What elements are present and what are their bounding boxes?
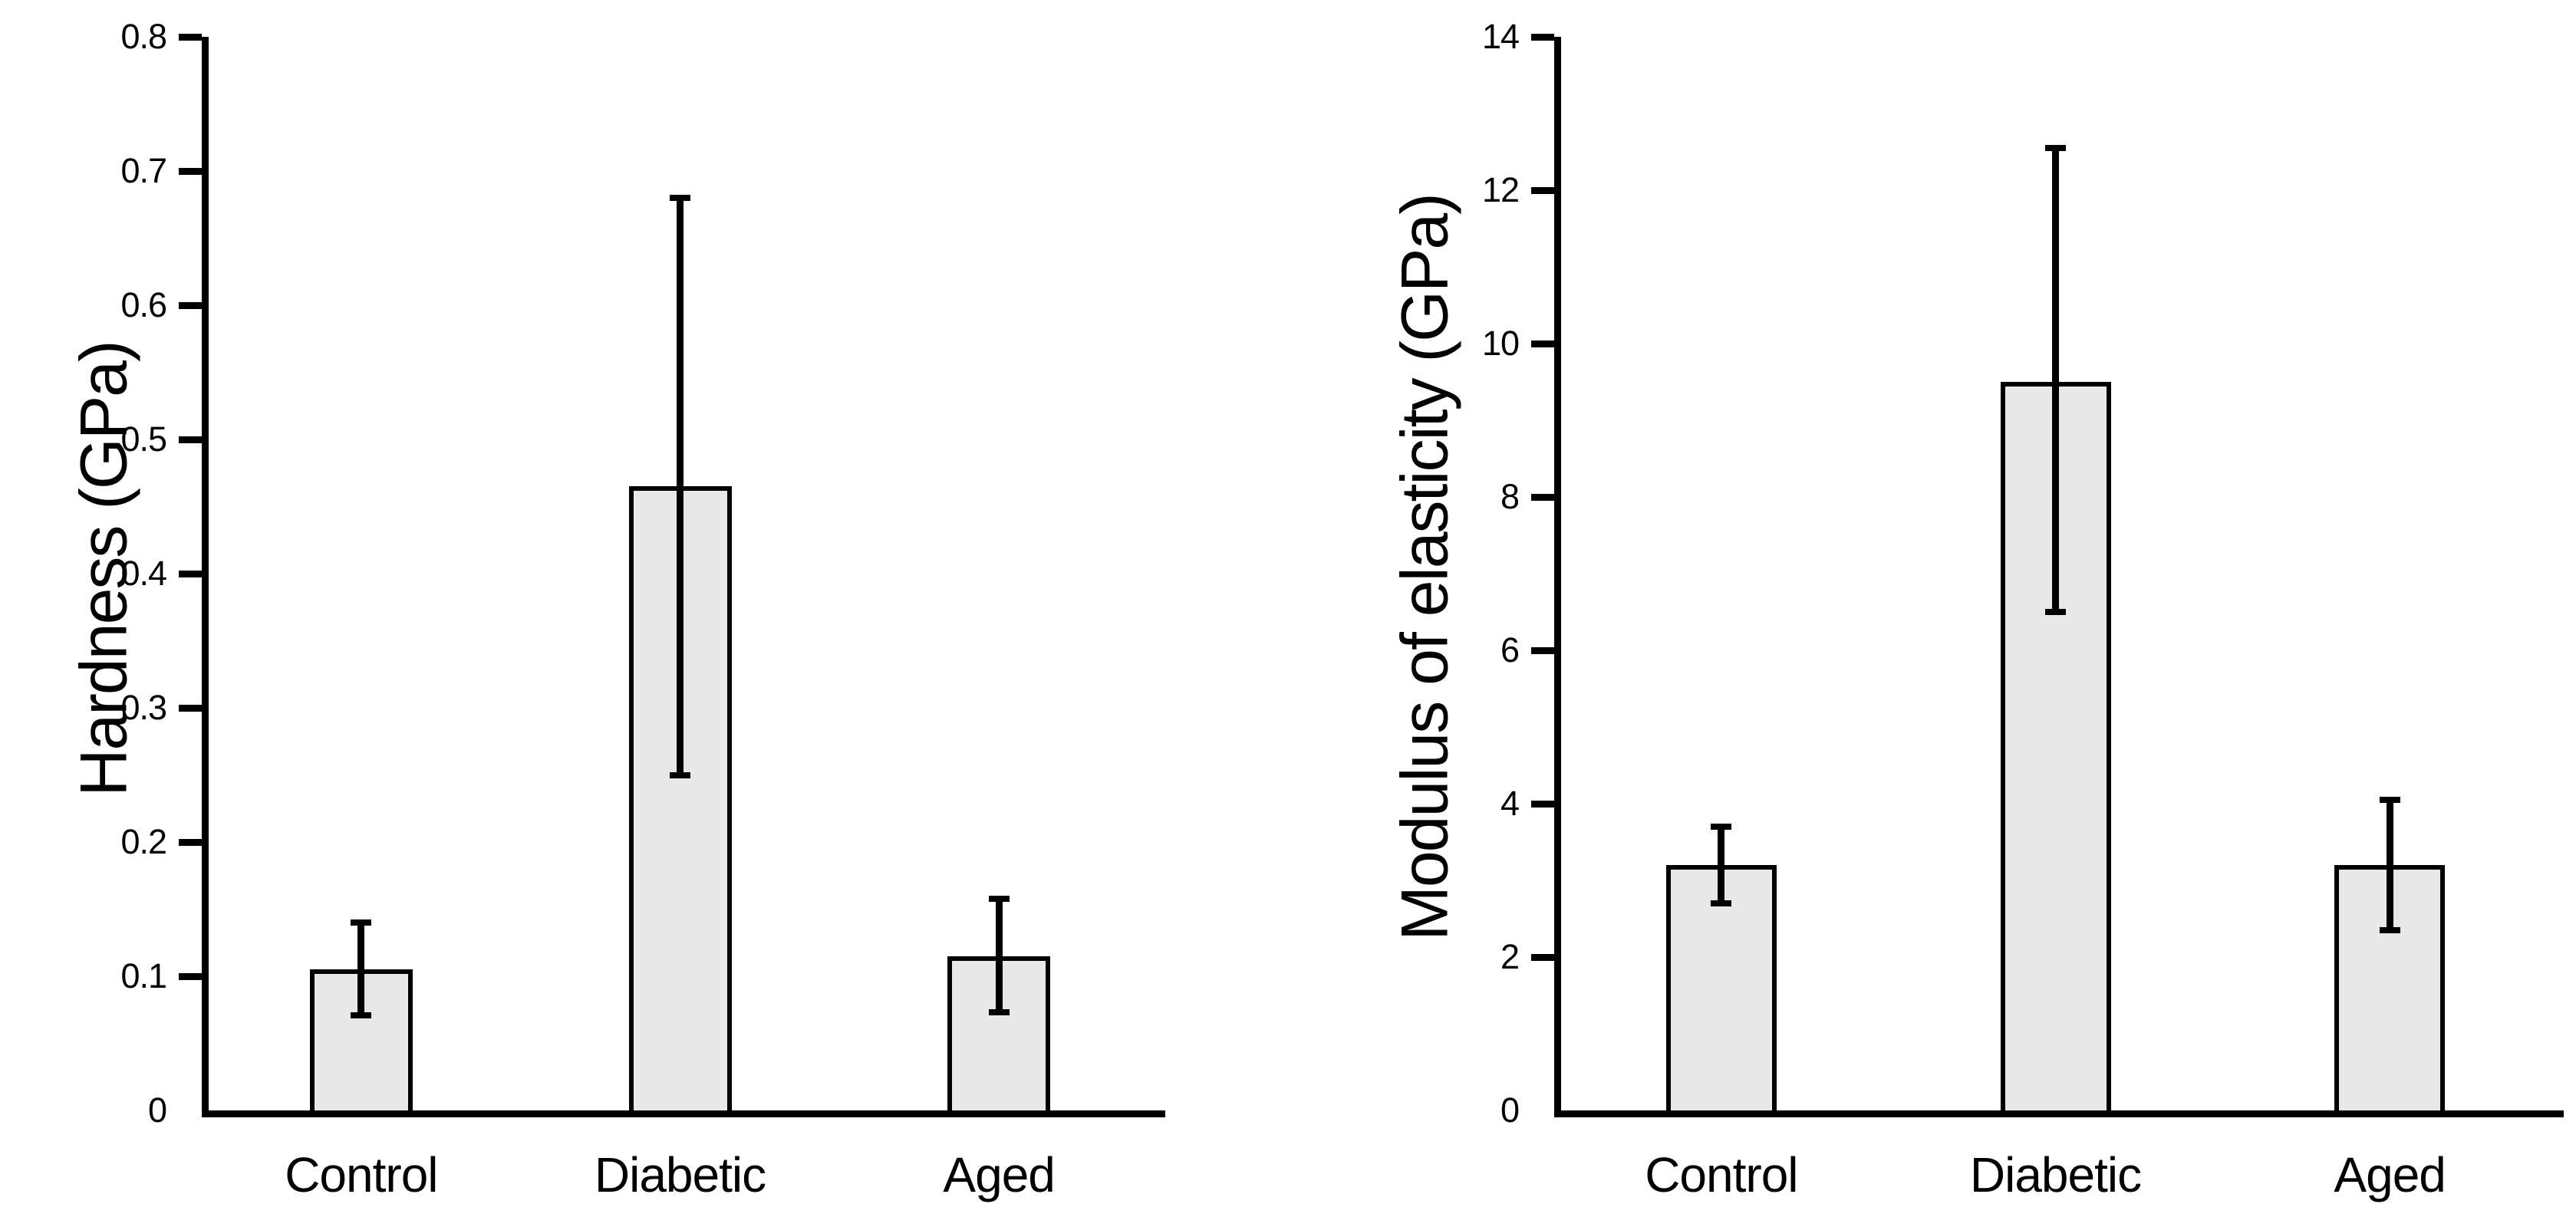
y-axis-tick [1531, 800, 1554, 808]
y-tick-label: 10 [1481, 324, 1520, 363]
error-bar-control [1718, 827, 1725, 903]
error-bar-aged [2386, 800, 2393, 930]
error-cap-bottom-control [1711, 900, 1732, 906]
x-category-label-aged: Aged [943, 1147, 1055, 1202]
x-category-label-diabetic: Diabetic [1969, 1147, 2142, 1202]
modulus-plot-area: 0 2 4 6 8 10 12 14 Control Diabetic Aged [1482, 17, 2564, 1202]
y-axis-tick [179, 436, 202, 443]
y-axis-tick [179, 704, 202, 712]
x-category-label-aged: Aged [2334, 1147, 2446, 1202]
y-tick-label: 14 [1481, 17, 1520, 56]
modulus-y-axis-title: Modulus of elasticity (GPa) [1388, 194, 1462, 941]
y-axis-tick [1531, 186, 1554, 194]
error-cap-bottom-control [351, 1012, 372, 1018]
error-cap-bottom-aged [2379, 927, 2400, 933]
y-tick-label: 4 [1500, 784, 1520, 823]
y-axis-tick [179, 167, 202, 175]
y-axis-tick [1531, 646, 1554, 654]
y-tick-label: 0.2 [120, 822, 167, 861]
y-axis-tick [1531, 33, 1554, 41]
y-tick-label: 0.3 [120, 688, 167, 727]
error-cap-top-diabetic [670, 195, 690, 201]
y-tick-label: 12 [1481, 170, 1520, 209]
error-cap-top-diabetic [2045, 145, 2066, 151]
y-tick-label: 6 [1500, 630, 1520, 669]
y-tick-label: 0.7 [120, 151, 167, 190]
y-tick-label: 0 [147, 1090, 167, 1130]
y-axis-tick [179, 838, 202, 846]
x-category-label-control: Control [285, 1147, 438, 1202]
error-cap-top-aged [2379, 797, 2400, 803]
error-bar-control [357, 923, 365, 1015]
y-axis-tick [179, 972, 202, 980]
error-cap-bottom-aged [988, 1009, 1010, 1016]
y-axis-tick [1531, 953, 1554, 961]
y-axis-tick [179, 33, 202, 41]
y-tick-label: 0.4 [120, 554, 167, 593]
y-tick-label: 0.1 [120, 956, 167, 995]
hardness-plot-area: 0 0.1 0.2 0.3 0.4 0.5 0.6 0.7 0.8 Control Diabetic… [120, 17, 1165, 1202]
y-tick-label: 0.6 [120, 285, 167, 324]
y-axis-tick [1531, 493, 1554, 501]
y-tick-label: 0.5 [120, 419, 167, 459]
y-axis-tick [179, 570, 202, 577]
error-cap-bottom-diabetic [2045, 609, 2066, 615]
y-axis-tick [1531, 340, 1554, 347]
error-cap-top-aged [988, 895, 1010, 902]
y-tick-label: 0.8 [120, 17, 167, 56]
error-cap-top-control [351, 919, 372, 926]
y-tick-label: 8 [1500, 477, 1520, 516]
y-tick-label: 2 [1500, 937, 1520, 976]
x-category-label-control: Control [1645, 1147, 1798, 1202]
x-category-label-diabetic: Diabetic [594, 1147, 766, 1202]
error-cap-top-control [1711, 824, 1732, 830]
y-axis-tick [179, 301, 202, 309]
error-bar-aged [995, 898, 1003, 1013]
error-cap-bottom-diabetic [670, 771, 690, 778]
y-tick-label: 0 [1500, 1090, 1520, 1130]
error-bar-diabetic [677, 198, 684, 775]
error-bar-diabetic [2052, 148, 2059, 612]
